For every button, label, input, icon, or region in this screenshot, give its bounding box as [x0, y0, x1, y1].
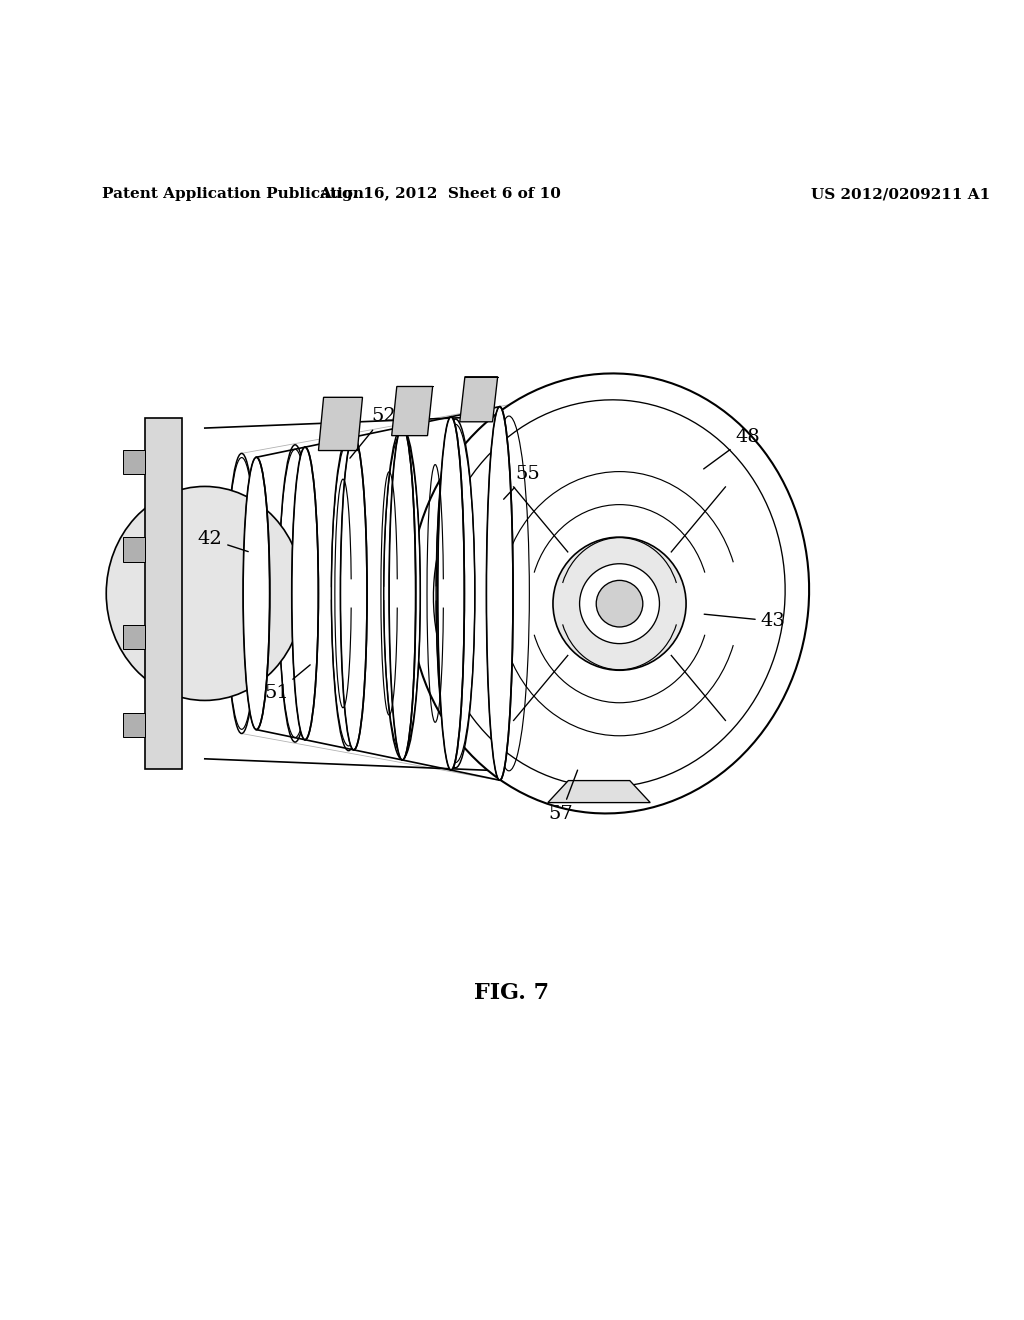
Polygon shape — [460, 376, 498, 422]
Ellipse shape — [226, 453, 257, 734]
Ellipse shape — [596, 581, 643, 627]
Bar — [123, 713, 145, 737]
Ellipse shape — [389, 426, 416, 760]
Ellipse shape — [436, 420, 475, 768]
Ellipse shape — [486, 407, 513, 780]
Ellipse shape — [553, 537, 686, 671]
Text: 42: 42 — [198, 531, 248, 552]
Ellipse shape — [437, 417, 464, 770]
Ellipse shape — [410, 374, 809, 813]
Bar — [145, 418, 182, 768]
PathPatch shape — [548, 780, 650, 803]
Text: FIG. 7: FIG. 7 — [474, 982, 550, 1003]
Text: 52: 52 — [350, 408, 396, 458]
Ellipse shape — [580, 564, 659, 644]
Text: 55: 55 — [504, 465, 540, 499]
Text: US 2012/0209211 A1: US 2012/0209211 A1 — [811, 187, 991, 201]
Text: 48: 48 — [703, 428, 760, 469]
Text: 57: 57 — [549, 770, 578, 822]
Text: Patent Application Publication: Patent Application Publication — [102, 187, 365, 201]
Bar — [123, 537, 145, 562]
Ellipse shape — [279, 445, 311, 742]
Text: 51: 51 — [264, 665, 310, 702]
Bar — [123, 450, 145, 474]
Ellipse shape — [340, 437, 367, 750]
Text: Aug. 16, 2012  Sheet 6 of 10: Aug. 16, 2012 Sheet 6 of 10 — [319, 187, 561, 201]
Text: 43: 43 — [705, 612, 785, 630]
Ellipse shape — [384, 428, 420, 759]
Ellipse shape — [292, 447, 318, 739]
Ellipse shape — [332, 436, 366, 751]
Bar — [123, 624, 145, 649]
Polygon shape — [391, 387, 433, 436]
Ellipse shape — [106, 487, 303, 701]
Ellipse shape — [243, 457, 269, 730]
Polygon shape — [318, 397, 362, 450]
